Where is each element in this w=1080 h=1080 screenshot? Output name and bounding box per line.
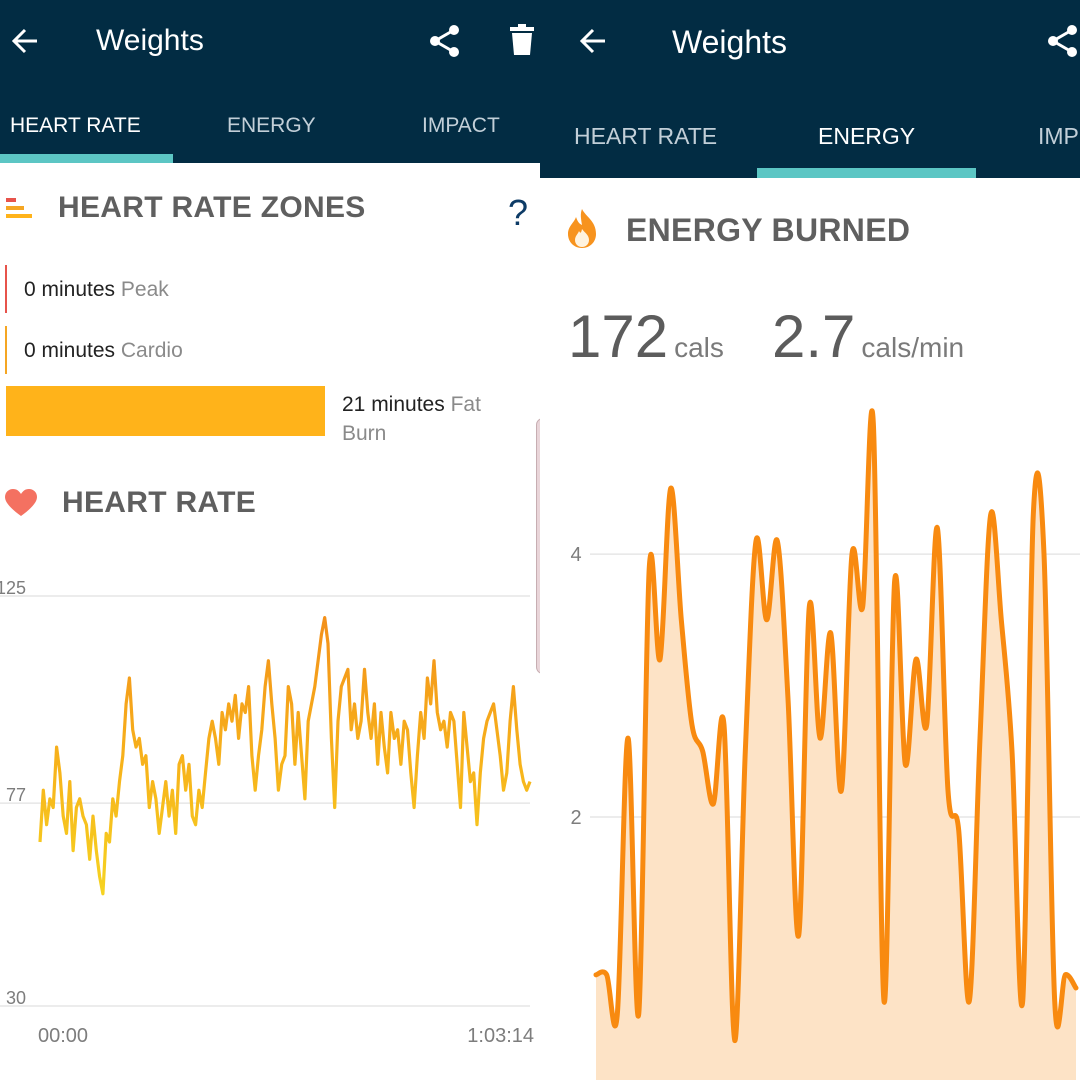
page-title: Weights: [96, 24, 204, 57]
y-tick-label: 125: [0, 578, 26, 598]
right-screen: Weights HEART RATE ENERGY IMP ENERGY BUR…: [540, 0, 1080, 1080]
energy-series-line: [593, 408, 1079, 1044]
total-calories: 172 cals: [568, 302, 724, 371]
zones-section-title: HEART RATE ZONES: [58, 191, 366, 224]
y-tick-label: 30: [6, 988, 26, 1008]
heart-rate-chart: 125 77 30 00:00 1:03:14: [0, 578, 534, 1047]
help-icon[interactable]: ?: [508, 192, 529, 233]
trash-icon[interactable]: [510, 24, 534, 56]
peak-zone-marker: [5, 265, 7, 313]
zone-minutes: 21 minutes: [342, 393, 445, 416]
heart-rate-zones-icon: [6, 198, 32, 218]
energy-section-title: ENERGY BURNED: [626, 212, 911, 248]
tab-heart-rate[interactable]: HEART RATE: [574, 123, 718, 149]
tab-energy[interactable]: ENERGY: [227, 114, 316, 137]
y-tick-label: 4: [570, 544, 581, 566]
y-tick-label: 77: [6, 785, 26, 805]
app-bar: Weights: [540, 0, 1080, 92]
flame-icon: [568, 209, 596, 248]
energy-chart: 42: [570, 408, 1080, 1080]
tab-impact[interactable]: IMPACT: [422, 114, 500, 137]
left-screen: Weights HEART RATE ENERGY IMPACT HEART R…: [0, 0, 540, 1047]
zone-peak: 0 minutes Peak: [24, 278, 169, 302]
total-calories-value: 172: [568, 303, 669, 370]
zone-cardio: 0 minutes Cardio: [24, 339, 183, 363]
zone-label: Peak: [120, 278, 169, 301]
fat-burn-bar: [6, 386, 325, 436]
zone-minutes: 0 minutes: [24, 339, 116, 362]
x-tick-label: 1:03:14: [467, 1025, 534, 1047]
heart-rate-section-title: HEART RATE: [62, 486, 257, 519]
back-arrow-icon[interactable]: [10, 26, 40, 56]
back-arrow-icon[interactable]: [578, 26, 608, 56]
share-icon[interactable]: [1046, 24, 1080, 58]
zone-label: Cardio: [120, 339, 183, 362]
calorie-rate-value: 2.7: [772, 303, 856, 370]
tab-energy[interactable]: ENERGY: [818, 123, 916, 149]
share-icon[interactable]: [428, 24, 462, 58]
active-tab-indicator: [757, 168, 976, 178]
tab-bar: HEART RATE ENERGY IMPACT: [0, 86, 540, 163]
zone-label-line2: Burn: [342, 422, 387, 445]
total-calories-unit: cals: [674, 332, 724, 363]
cardio-zone-marker: [5, 326, 7, 374]
zone-label: Fat: [450, 393, 481, 416]
calorie-rate-unit: cals/min: [861, 332, 965, 363]
app-bar: Weights: [0, 0, 540, 86]
zone-minutes: 0 minutes: [24, 278, 116, 301]
tab-impact[interactable]: IMP: [1038, 123, 1079, 149]
x-tick-label: 00:00: [38, 1025, 88, 1047]
page-title: Weights: [672, 24, 788, 60]
calorie-rate: 2.7 cals/min: [772, 302, 964, 371]
tab-heart-rate[interactable]: HEART RATE: [10, 114, 141, 137]
active-tab-indicator: [0, 154, 173, 163]
y-tick-label: 2: [570, 807, 581, 829]
tab-bar: HEART RATE ENERGY IMP: [540, 92, 1080, 178]
heart-rate-series-line: [38, 616, 532, 896]
heart-icon: [5, 489, 37, 516]
zone-fat-burn: 21 minutes Fat Burn: [342, 390, 481, 448]
